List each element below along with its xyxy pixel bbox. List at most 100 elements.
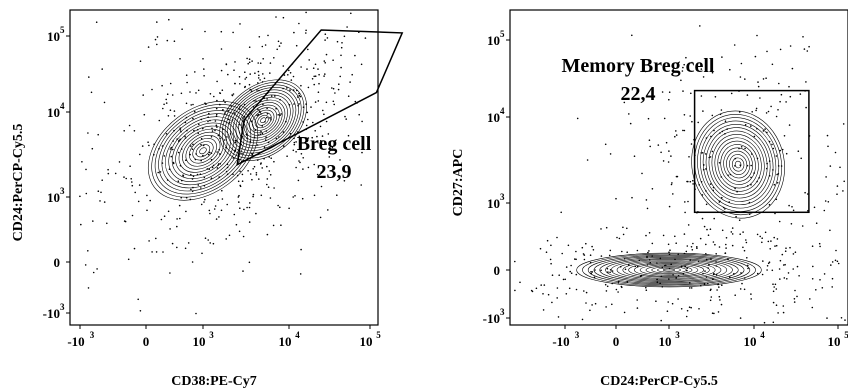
event-dot — [266, 107, 268, 110]
event-dot — [793, 301, 796, 303]
event-dot — [746, 94, 749, 96]
event-dot — [270, 95, 273, 97]
event-dot — [290, 79, 293, 81]
event-dot — [147, 141, 149, 143]
event-dot — [669, 249, 671, 251]
event-dot — [223, 139, 226, 141]
event-dot — [744, 147, 746, 150]
event-dot — [189, 153, 191, 156]
event-dot — [725, 237, 728, 239]
contour-level — [199, 147, 207, 155]
event-dot — [831, 286, 833, 288]
gate-polygon[interactable] — [236, 29, 404, 167]
event-dot — [202, 154, 204, 157]
event-dot — [565, 293, 568, 295]
event-dot — [245, 76, 248, 79]
event-dot — [248, 46, 251, 48]
event-dot — [300, 153, 303, 155]
event-dot — [792, 268, 794, 270]
event-dot — [139, 310, 142, 312]
y-tick-label: 10 — [487, 196, 500, 211]
event-dot — [680, 265, 683, 268]
event-dot — [248, 206, 251, 209]
event-dot — [718, 162, 721, 164]
event-dot — [257, 82, 259, 84]
event-dot — [733, 44, 736, 46]
event-dot — [300, 66, 302, 68]
event-dot — [811, 245, 814, 247]
event-dot — [273, 160, 275, 163]
event-dot — [661, 91, 664, 93]
event-dot — [333, 103, 336, 106]
gate-percent: 23,9 — [317, 161, 352, 183]
event-dot — [149, 199, 151, 202]
event-dot — [360, 184, 363, 186]
event-dot — [203, 176, 206, 179]
event-dot — [690, 92, 692, 95]
gate-rectangle[interactable] — [693, 89, 810, 214]
event-dot — [269, 174, 272, 176]
event-dot — [210, 177, 213, 179]
event-dot — [202, 58, 204, 60]
event-dot — [225, 63, 228, 66]
event-dot — [649, 262, 652, 264]
event-dot — [594, 302, 597, 305]
event-dot — [130, 178, 132, 180]
event-dot — [252, 195, 254, 198]
event-dot — [730, 92, 733, 95]
contour-level — [697, 117, 780, 212]
event-dot — [677, 298, 679, 300]
event-dot — [721, 284, 723, 287]
event-dot — [155, 237, 157, 240]
event-dot — [343, 35, 346, 38]
event-dot — [705, 258, 708, 261]
event-dot — [836, 185, 839, 187]
event-dot — [261, 81, 264, 83]
event-dot — [209, 212, 211, 215]
event-dot — [710, 288, 712, 291]
contour-level — [161, 113, 245, 189]
event-dot — [269, 72, 271, 74]
event-dot — [238, 123, 240, 126]
event-dot — [750, 176, 752, 179]
event-dot — [773, 183, 776, 186]
x-tick-label: 10 — [744, 334, 757, 349]
event-dot — [178, 204, 181, 207]
event-dot — [252, 193, 255, 196]
event-dot — [815, 222, 818, 224]
event-dot — [638, 259, 641, 262]
event-dot — [247, 170, 249, 172]
event-dot — [320, 185, 323, 188]
event-dot — [87, 250, 89, 252]
event-dot — [775, 198, 778, 201]
event-dot — [339, 159, 341, 161]
event-dot — [190, 145, 192, 147]
event-dot — [710, 258, 712, 260]
event-dot — [798, 275, 800, 277]
event-dot — [222, 99, 225, 101]
event-dot — [265, 136, 267, 138]
event-dot — [280, 224, 282, 226]
event-dot — [259, 133, 262, 136]
event-dot — [265, 130, 268, 132]
event-dot — [292, 89, 295, 91]
event-dot — [676, 175, 679, 178]
event-dot — [648, 232, 651, 234]
event-dot — [332, 100, 335, 103]
event-dot — [324, 62, 327, 64]
event-dot — [701, 152, 704, 154]
event-dot — [764, 231, 767, 234]
event-dot — [713, 217, 715, 220]
event-dot — [364, 37, 367, 39]
contour-level — [702, 124, 774, 206]
event-dot — [594, 269, 596, 271]
event-dot — [241, 180, 244, 182]
event-dot — [720, 303, 723, 306]
event-dot — [194, 71, 196, 73]
event-dot — [740, 62, 743, 65]
event-dot — [345, 146, 348, 149]
event-dot — [241, 152, 243, 155]
event-dot — [665, 264, 667, 266]
event-dot — [256, 125, 258, 128]
event-dot — [631, 34, 633, 37]
